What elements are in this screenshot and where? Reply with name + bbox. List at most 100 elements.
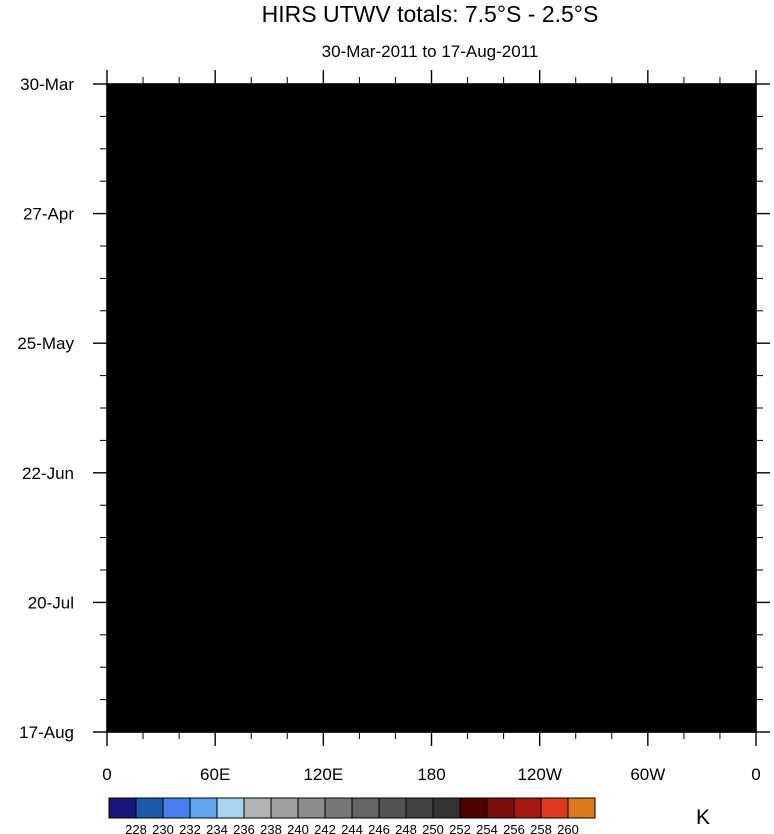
heatmap-cell <box>701 246 708 254</box>
heatmap-cell <box>631 174 638 182</box>
heatmap-cell <box>550 96 557 105</box>
heatmap-cell <box>463 336 470 344</box>
heatmap-cell <box>377 233 384 241</box>
heatmap-cell <box>171 213 178 221</box>
heatmap-cell <box>361 271 368 279</box>
heatmap-cell <box>664 129 671 137</box>
heatmap-cell <box>512 246 519 254</box>
heatmap-cell <box>528 291 535 299</box>
heatmap-cell <box>485 161 492 169</box>
heatmap-cell <box>361 181 368 189</box>
heatmap-cell <box>512 265 519 273</box>
heatmap-cell <box>225 317 232 325</box>
heatmap-cell <box>701 116 708 124</box>
heatmap-cell <box>263 122 270 130</box>
heatmap-cell <box>458 207 465 215</box>
heatmap-cell <box>388 174 395 182</box>
heatmap-cell <box>269 161 276 169</box>
heatmap-cell <box>745 194 752 202</box>
heatmap-cell <box>669 304 676 312</box>
heatmap-cell <box>107 122 114 130</box>
heatmap-cell <box>523 220 530 228</box>
heatmap-cell <box>485 317 492 325</box>
heatmap-cell <box>545 239 552 247</box>
heatmap-cell <box>561 343 568 351</box>
heatmap-cell <box>258 343 265 351</box>
heatmap-cell <box>691 284 698 292</box>
heatmap-cell <box>426 343 433 351</box>
heatmap-cell <box>631 135 638 143</box>
heatmap-cell <box>480 194 487 202</box>
heatmap-cell <box>501 284 508 292</box>
heatmap-cell <box>328 330 335 338</box>
heatmap-cell <box>485 135 492 143</box>
heatmap-cell <box>599 258 606 267</box>
heatmap-cell <box>274 330 281 338</box>
heatmap-cell <box>685 187 692 195</box>
heatmap-cell <box>528 142 535 150</box>
heatmap-cell <box>161 220 168 228</box>
heatmap-cell <box>274 317 281 325</box>
heatmap-cell <box>442 142 449 150</box>
heatmap-cell <box>198 174 205 182</box>
heatmap-cell <box>301 155 308 163</box>
heatmap-cell <box>518 187 525 195</box>
heatmap-cell <box>134 246 141 254</box>
heatmap-cell <box>117 200 124 208</box>
heatmap-cell <box>307 200 314 208</box>
heatmap-cell <box>204 271 211 279</box>
heatmap-cell <box>745 336 752 344</box>
heatmap-cell <box>220 116 227 124</box>
heatmap-cell <box>393 155 400 163</box>
heatmap-cell <box>463 233 470 241</box>
heatmap-cell <box>728 213 735 221</box>
heatmap-cell <box>501 317 508 325</box>
heatmap-cell <box>512 200 519 208</box>
heatmap-cell <box>307 90 314 98</box>
heatmap-cell <box>366 310 373 318</box>
heatmap-cell <box>555 284 562 292</box>
heatmap-cell <box>572 343 579 351</box>
heatmap-cell <box>209 187 216 195</box>
heatmap-cell <box>436 297 443 305</box>
heatmap-cell <box>745 297 752 305</box>
heatmap-cell <box>647 265 654 273</box>
heatmap-cell <box>161 265 168 273</box>
heatmap-cell <box>566 148 573 156</box>
heatmap-cell <box>463 129 470 137</box>
heatmap-cell <box>134 291 141 299</box>
heatmap-cell <box>123 284 130 292</box>
heatmap-cell <box>242 239 249 247</box>
heatmap-cell <box>490 271 497 279</box>
heatmap-cell <box>231 155 238 163</box>
heatmap-cell <box>496 323 503 331</box>
heatmap-cell <box>609 304 616 312</box>
heatmap-cell <box>269 129 276 137</box>
heatmap-cell <box>188 304 195 312</box>
heatmap-cell <box>323 343 330 351</box>
heatmap-cell <box>128 161 135 169</box>
heatmap-cell <box>545 90 552 98</box>
heatmap-cell <box>528 304 535 312</box>
heatmap-cell <box>231 161 238 169</box>
heatmap-cell <box>209 226 216 234</box>
heatmap-cell <box>334 349 341 357</box>
heatmap-cell <box>193 323 200 331</box>
heatmap-cell <box>128 181 135 189</box>
heatmap-cell <box>307 271 314 279</box>
heatmap-cell <box>528 155 535 163</box>
heatmap-cell <box>177 278 184 286</box>
heatmap-cell <box>107 194 114 202</box>
heatmap-cell <box>523 174 530 182</box>
heatmap-cell <box>707 213 714 221</box>
heatmap-cell <box>534 200 541 208</box>
heatmap-cell <box>685 343 692 351</box>
heatmap-cell <box>696 213 703 221</box>
heatmap-cell <box>334 187 341 195</box>
heatmap-cell <box>604 239 611 247</box>
heatmap-cell <box>355 323 362 331</box>
heatmap-cell <box>572 200 579 208</box>
heatmap-cell <box>599 122 606 130</box>
heatmap-cell <box>225 84 232 92</box>
heatmap-cell <box>701 258 708 267</box>
